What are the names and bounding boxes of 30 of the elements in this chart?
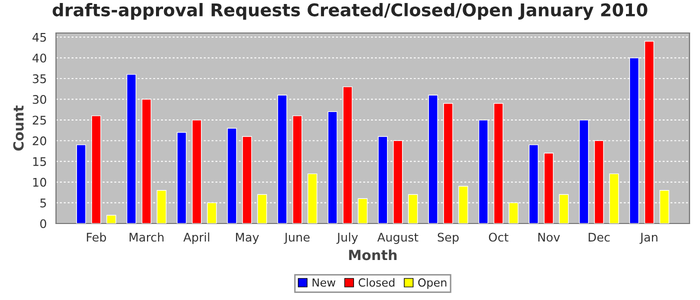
x-tick-label: August: [377, 232, 418, 244]
legend-label: New: [312, 278, 336, 287]
y-axis-title: Count: [13, 105, 24, 151]
x-tick-label: March: [130, 232, 164, 242]
bar: [227, 128, 237, 224]
x-tick-label: Oct: [488, 232, 508, 242]
x-tick-label: July: [336, 232, 358, 244]
x-tick-label: Jan: [640, 232, 658, 244]
x-tick-label: Feb: [86, 232, 106, 242]
y-tick-label: 45: [32, 33, 46, 42]
x-axis-title: Month: [349, 250, 397, 260]
bar: [106, 214, 116, 224]
y-tick-label: 5: [40, 198, 46, 208]
y-tick-label: 20: [32, 136, 46, 146]
x-tick-label: May: [236, 232, 259, 244]
y-tick-label: 40: [32, 54, 46, 62]
chart-title: drafts-approval Requests Created/Closed/Open January 2010: [52, 3, 648, 20]
x-tick-label: Dec: [588, 232, 610, 242]
y-tick-label: 30: [32, 94, 46, 104]
legend-label: Closed: [358, 278, 394, 287]
x-tick-label: Nov: [538, 232, 560, 242]
x-tick-label: April: [183, 232, 210, 244]
x-tick-label: June: [284, 232, 310, 244]
y-tick-label: 25: [32, 116, 46, 125]
y-tick-label: 35: [32, 74, 46, 84]
y-tick-label: 0: [40, 219, 46, 228]
y-tick-label: 10: [33, 178, 46, 187]
x-tick-label: Sep: [438, 232, 459, 244]
legend-label: Open: [418, 278, 446, 289]
y-tick-label: 15: [33, 157, 46, 166]
